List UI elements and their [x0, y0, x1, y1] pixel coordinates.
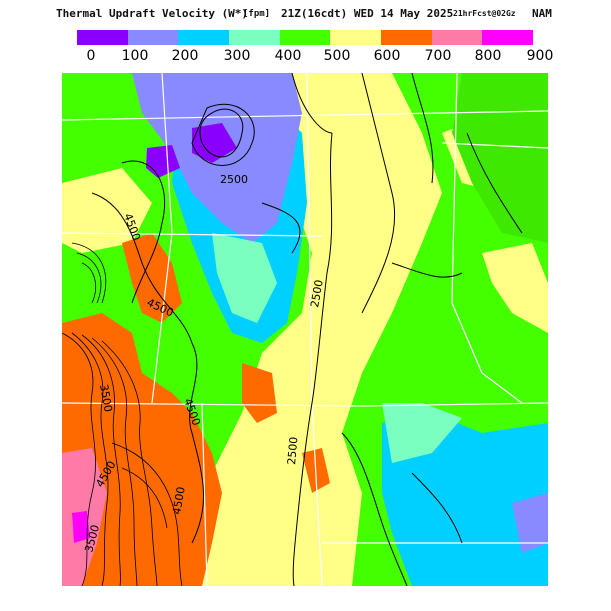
contour-label: 3500: [97, 383, 115, 413]
contour-label: 2500: [308, 279, 326, 309]
legend-swatch: [127, 30, 179, 45]
field-purple: [192, 123, 237, 163]
legend-tick: 300: [223, 48, 251, 64]
legend-tick: 800: [474, 48, 502, 64]
contour-label: 4500: [170, 486, 188, 516]
valid-time-label: 21Z(16cdt) WED 14 May 2025: [281, 7, 454, 20]
field-orange: [242, 363, 277, 423]
legend-swatch: [482, 30, 534, 45]
color-legend: [77, 30, 534, 45]
field-orange: [122, 233, 182, 323]
field-yellow: [482, 243, 548, 333]
contour-lines-dense: [62, 242, 183, 586]
legend-tick: 200: [171, 48, 199, 64]
contour-lines: [91, 73, 523, 586]
field-mint-se: [382, 403, 462, 463]
contour-label: 2500: [285, 436, 300, 465]
legend-swatch: [229, 30, 280, 45]
field-periwinkle-se: [512, 493, 548, 553]
legend-tick: 900: [526, 48, 554, 64]
legend-swatch: [381, 30, 432, 45]
legend-swatch: [279, 30, 331, 45]
model-label: NAM: [532, 7, 552, 20]
field-purple: [146, 145, 180, 178]
legend-tick: 700: [424, 48, 452, 64]
map-panel[interactable]: 4500 2500 4500 2500 4500 2500 4500 3500 …: [62, 73, 548, 586]
legend-tick: 500: [323, 48, 351, 64]
field-magenta: [72, 511, 90, 543]
contour-label: 2500: [220, 173, 248, 186]
field-yellow: [62, 168, 152, 253]
legend-swatch: [431, 30, 483, 45]
field-green-ne: [452, 73, 548, 243]
map-title-bar: Thermal Updraft Velocity (W*) [fpm] 21Z(…: [0, 7, 611, 23]
forecast-label: 21hrFcst@02Gz: [453, 9, 516, 18]
legend-tick: 100: [121, 48, 149, 64]
legend-tick: 400: [274, 48, 302, 64]
map-title: Thermal Updraft Velocity (W*): [56, 7, 249, 20]
units-label: [fpm]: [243, 9, 271, 19]
legend-tick: 600: [373, 48, 401, 64]
state-borders: [62, 73, 548, 586]
field-mint: [212, 233, 277, 323]
legend-swatch: [178, 30, 230, 45]
field-yellow: [192, 73, 442, 586]
legend-swatch: [77, 30, 128, 45]
legend-ticks: 0 100 200 300 400 500 600 700 800 900: [0, 48, 611, 66]
legend-tick: 0: [86, 48, 96, 64]
legend-swatch: [330, 30, 382, 45]
